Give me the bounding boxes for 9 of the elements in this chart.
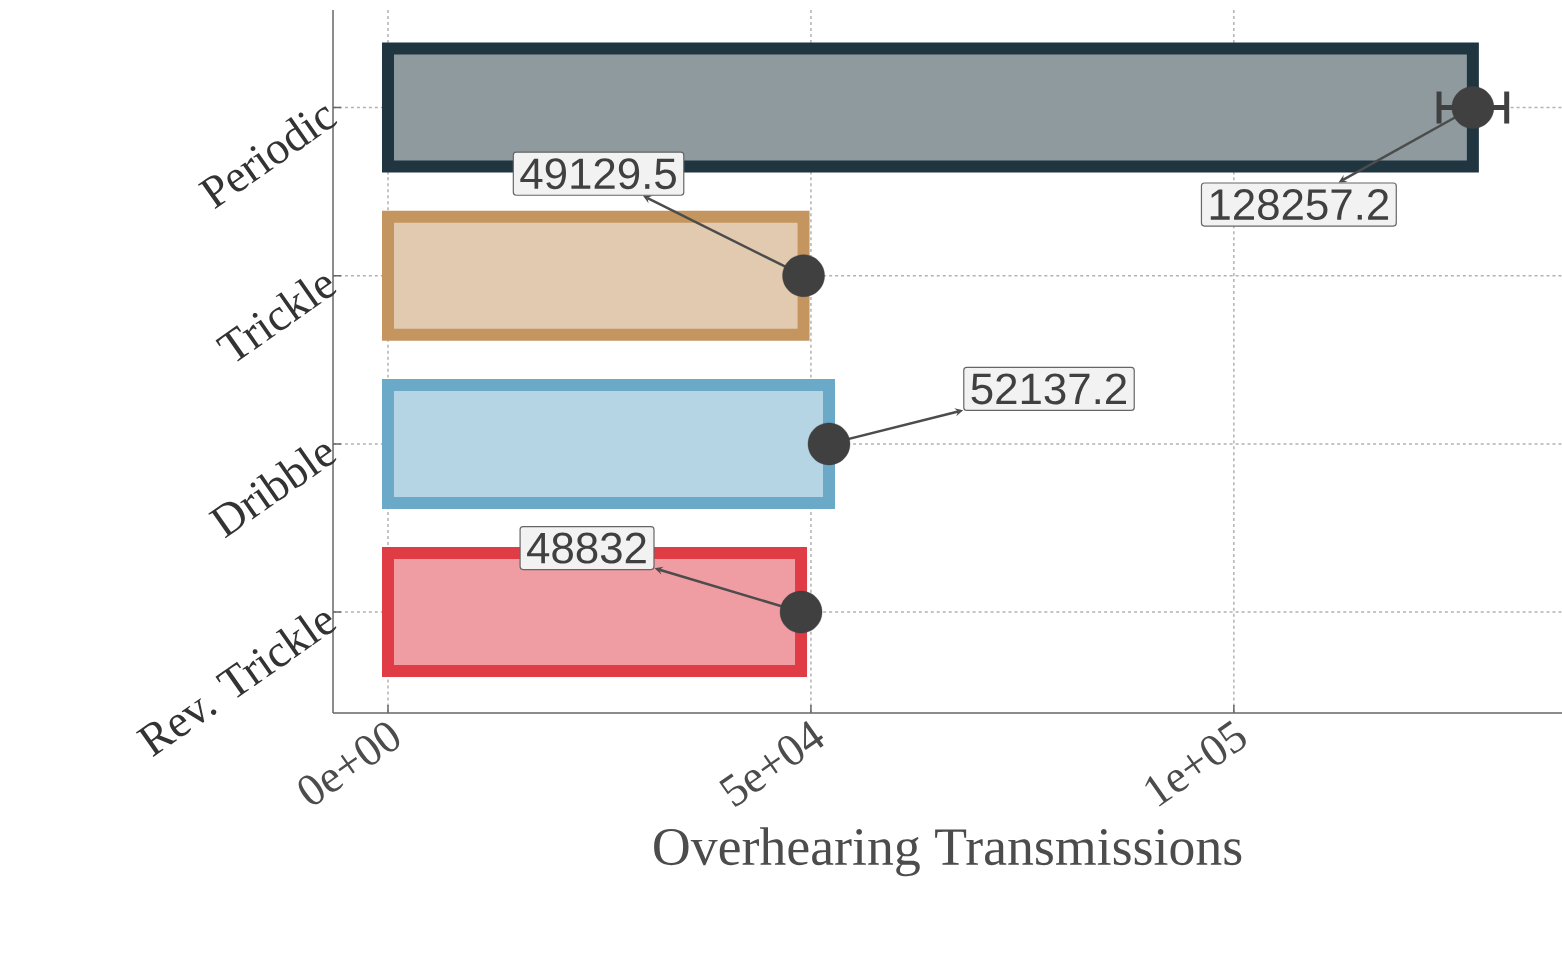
annotation: 49129.5: [520, 158, 676, 190]
point: [782, 254, 825, 297]
annotation: 48832: [527, 532, 646, 564]
x-axis-title: Overhearing Transmissions: [654, 827, 1242, 877]
annotation: 128257.2: [1210, 189, 1389, 221]
point: [807, 422, 851, 466]
point: [1451, 86, 1495, 129]
annotation: 52137.2: [971, 373, 1126, 405]
point: [779, 590, 823, 634]
